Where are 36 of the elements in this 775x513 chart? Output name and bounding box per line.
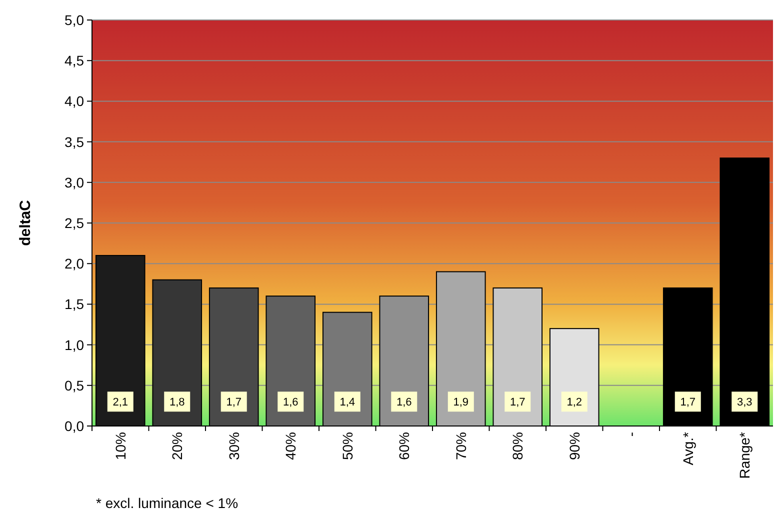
data-label: 1,6 (396, 396, 412, 409)
data-label: 1,9 (453, 396, 469, 409)
y-tick-label: 3,0 (64, 174, 84, 190)
x-tick-label: Range* (736, 431, 753, 479)
y-tick-label: 0,0 (64, 418, 84, 434)
x-tick-label: 50% (339, 432, 356, 460)
x-tick-label: 80% (510, 432, 526, 460)
data-label: 1,7 (510, 396, 526, 409)
data-label: 1,8 (169, 396, 185, 409)
text: * excl. luminance < 1% (96, 495, 238, 511)
data-label: 1,2 (566, 396, 582, 409)
x-tick-label: 60% (396, 432, 412, 460)
x-tick-label: 30% (226, 432, 242, 460)
x-tick-label: Avg.* (680, 431, 696, 466)
data-label: 1,7 (680, 396, 696, 409)
y-axis-title: deltaC (17, 200, 34, 246)
y-tick-label: 2,5 (64, 215, 84, 231)
y-tick-label: 3,5 (64, 134, 84, 150)
x-tick-label: 20% (169, 432, 186, 460)
x-tick-label: 10% (112, 432, 128, 460)
y-tick-label: 5,0 (64, 12, 84, 28)
y-tick-label: 1,5 (64, 296, 84, 312)
x-tick-label: 90% (566, 432, 582, 460)
x-tick-label: 40% (282, 432, 299, 460)
y-tick-label: 4,5 (64, 52, 84, 69)
x-tick-label: 70% (452, 432, 469, 460)
data-label: 1,7 (226, 396, 242, 409)
data-label: 1,6 (282, 396, 298, 409)
x-tick-label: - (623, 432, 640, 437)
data-label: 3,3 (736, 396, 752, 409)
y-tick-label: 1,0 (64, 336, 84, 353)
y-tick-label: 2,0 (64, 256, 84, 272)
data-label: 1,4 (340, 396, 356, 409)
data-label: 2,1 (112, 396, 128, 409)
y-tick-label: 4,0 (64, 93, 84, 110)
y-tick-label: 0,5 (64, 377, 84, 394)
